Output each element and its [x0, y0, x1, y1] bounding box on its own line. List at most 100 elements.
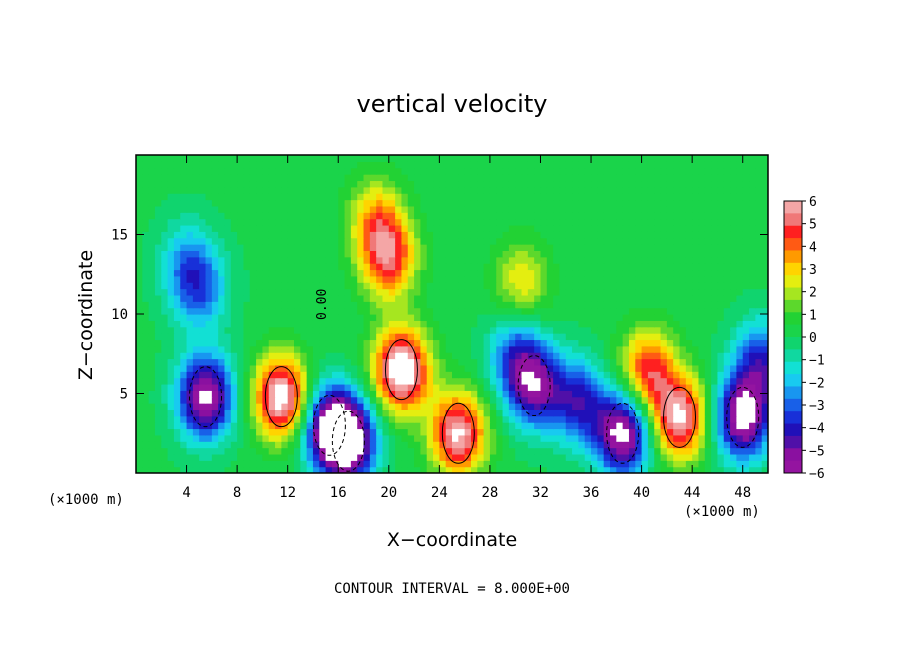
heat-cell [306, 212, 314, 220]
heat-cell [407, 358, 415, 366]
heat-cell [199, 326, 207, 334]
heat-cell [736, 460, 744, 468]
heat-cell [622, 422, 630, 430]
heat-cell [300, 383, 308, 391]
heat-cell [426, 193, 434, 201]
heat-cell [502, 415, 510, 423]
heat-cell [338, 409, 346, 417]
heat-cell [559, 364, 567, 372]
heat-cell [262, 377, 270, 385]
heat-cell [338, 269, 346, 277]
heat-cell [736, 174, 744, 182]
heat-cell [199, 263, 207, 271]
heat-cell [325, 466, 333, 473]
heat-cell [167, 339, 175, 347]
heat-cell [357, 466, 365, 473]
heat-cell [312, 358, 320, 366]
heat-cell [148, 422, 156, 430]
heat-cell [243, 307, 251, 315]
heat-cell [742, 294, 750, 302]
heat-cell [647, 307, 655, 315]
heat-cell [597, 358, 605, 366]
heat-cell [666, 314, 674, 321]
heat-cell [692, 237, 700, 245]
heat-cell [723, 167, 731, 175]
heat-cell [268, 314, 276, 321]
heat-cell [483, 199, 491, 207]
heat-cell [344, 345, 352, 353]
heat-cell [300, 441, 308, 449]
heat-cell [711, 218, 719, 226]
heat-cell [350, 428, 358, 436]
heat-cell [698, 212, 706, 220]
heat-cell [180, 212, 188, 220]
heat-cell [565, 409, 573, 417]
heat-cell [628, 244, 636, 251]
heat-cell [603, 161, 611, 169]
heat-cell [433, 167, 440, 175]
heat-cell [597, 428, 605, 436]
heat-cell [192, 453, 200, 461]
heat-cell [452, 314, 459, 321]
heat-cell [755, 460, 763, 468]
heat-cell [546, 434, 554, 442]
heat-cell [755, 294, 763, 302]
heat-cell [578, 447, 586, 455]
heat-cell [679, 377, 687, 385]
heat-cell [148, 186, 156, 194]
heat-cell [679, 180, 687, 188]
heat-cell [572, 428, 579, 436]
heat-cell [230, 161, 238, 169]
heat-cell [357, 396, 365, 404]
heat-cell [458, 224, 466, 232]
heat-cell [666, 282, 674, 290]
heat-cell [325, 212, 333, 220]
heat-cell [300, 167, 308, 175]
heat-cell [698, 352, 706, 360]
heat-cell [433, 409, 440, 417]
heat-cell [635, 434, 643, 442]
heat-cell [268, 161, 276, 169]
heat-cell [692, 282, 700, 290]
heat-cell [306, 244, 314, 251]
heat-cell [515, 275, 523, 283]
heat-cell [610, 212, 617, 220]
heat-cell [730, 256, 737, 264]
heat-cell [572, 167, 579, 175]
heat-cell [502, 409, 510, 417]
heat-cell [414, 434, 421, 442]
heat-cell [647, 269, 655, 277]
heat-cell [281, 212, 289, 220]
heat-cell [736, 403, 744, 410]
heat-cell [205, 371, 213, 379]
heat-cell [312, 441, 320, 449]
heat-cell [470, 155, 478, 162]
heat-cell [483, 212, 491, 220]
heat-cell [205, 390, 213, 398]
heat-cell [685, 422, 693, 430]
heat-cell [256, 345, 263, 353]
heat-cell [628, 390, 636, 398]
heat-cell [622, 174, 630, 182]
heat-cell [534, 237, 542, 245]
heat-cell [388, 263, 396, 271]
heat-cell [622, 345, 630, 353]
heat-cell [243, 333, 251, 341]
heat-cell [414, 314, 421, 321]
heat-cell [698, 307, 706, 315]
heat-cell [591, 428, 598, 436]
heat-cell [559, 186, 567, 194]
heat-cell [679, 282, 687, 290]
heat-cell [508, 383, 516, 391]
heat-cell [452, 237, 459, 245]
heat-cell [723, 383, 731, 391]
heat-cell [439, 294, 447, 302]
heat-cell [502, 250, 510, 258]
heat-cell [654, 288, 662, 296]
heat-cell [407, 453, 415, 461]
heat-cell [628, 314, 636, 321]
heat-cell [641, 269, 649, 277]
heat-cell [344, 422, 352, 430]
heat-cell [496, 339, 504, 347]
heat-cell [458, 434, 466, 442]
